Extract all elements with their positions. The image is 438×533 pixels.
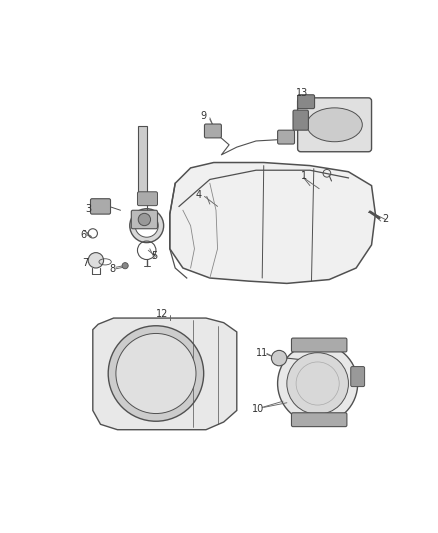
Text: 5: 5 bbox=[151, 252, 158, 262]
Circle shape bbox=[88, 253, 103, 268]
Text: 4: 4 bbox=[195, 190, 201, 200]
Circle shape bbox=[278, 343, 358, 424]
Text: 12: 12 bbox=[156, 309, 168, 319]
Ellipse shape bbox=[307, 108, 362, 142]
FancyBboxPatch shape bbox=[131, 210, 158, 229]
Circle shape bbox=[122, 263, 128, 269]
Text: 7: 7 bbox=[82, 257, 88, 268]
FancyBboxPatch shape bbox=[293, 110, 308, 130]
Text: 13: 13 bbox=[296, 88, 308, 98]
FancyBboxPatch shape bbox=[298, 98, 371, 152]
Text: 1: 1 bbox=[301, 172, 307, 181]
Polygon shape bbox=[138, 126, 147, 193]
Circle shape bbox=[138, 213, 151, 225]
Text: 8: 8 bbox=[110, 264, 116, 274]
FancyBboxPatch shape bbox=[278, 130, 294, 144]
FancyBboxPatch shape bbox=[298, 95, 314, 109]
Circle shape bbox=[108, 326, 204, 421]
FancyBboxPatch shape bbox=[291, 413, 347, 426]
Text: 6: 6 bbox=[81, 230, 87, 240]
Circle shape bbox=[116, 334, 196, 414]
Circle shape bbox=[272, 350, 287, 366]
Circle shape bbox=[287, 353, 349, 414]
FancyBboxPatch shape bbox=[91, 199, 110, 214]
Polygon shape bbox=[93, 318, 237, 430]
Circle shape bbox=[130, 209, 164, 243]
Text: 3: 3 bbox=[85, 204, 91, 214]
Text: 9: 9 bbox=[201, 111, 207, 122]
FancyBboxPatch shape bbox=[351, 367, 364, 386]
FancyBboxPatch shape bbox=[291, 338, 347, 352]
Circle shape bbox=[135, 214, 158, 237]
Text: 11: 11 bbox=[256, 348, 268, 358]
Text: 10: 10 bbox=[251, 404, 264, 414]
Text: 2: 2 bbox=[382, 214, 389, 224]
FancyBboxPatch shape bbox=[138, 192, 158, 206]
FancyBboxPatch shape bbox=[205, 124, 221, 138]
Polygon shape bbox=[170, 163, 375, 284]
